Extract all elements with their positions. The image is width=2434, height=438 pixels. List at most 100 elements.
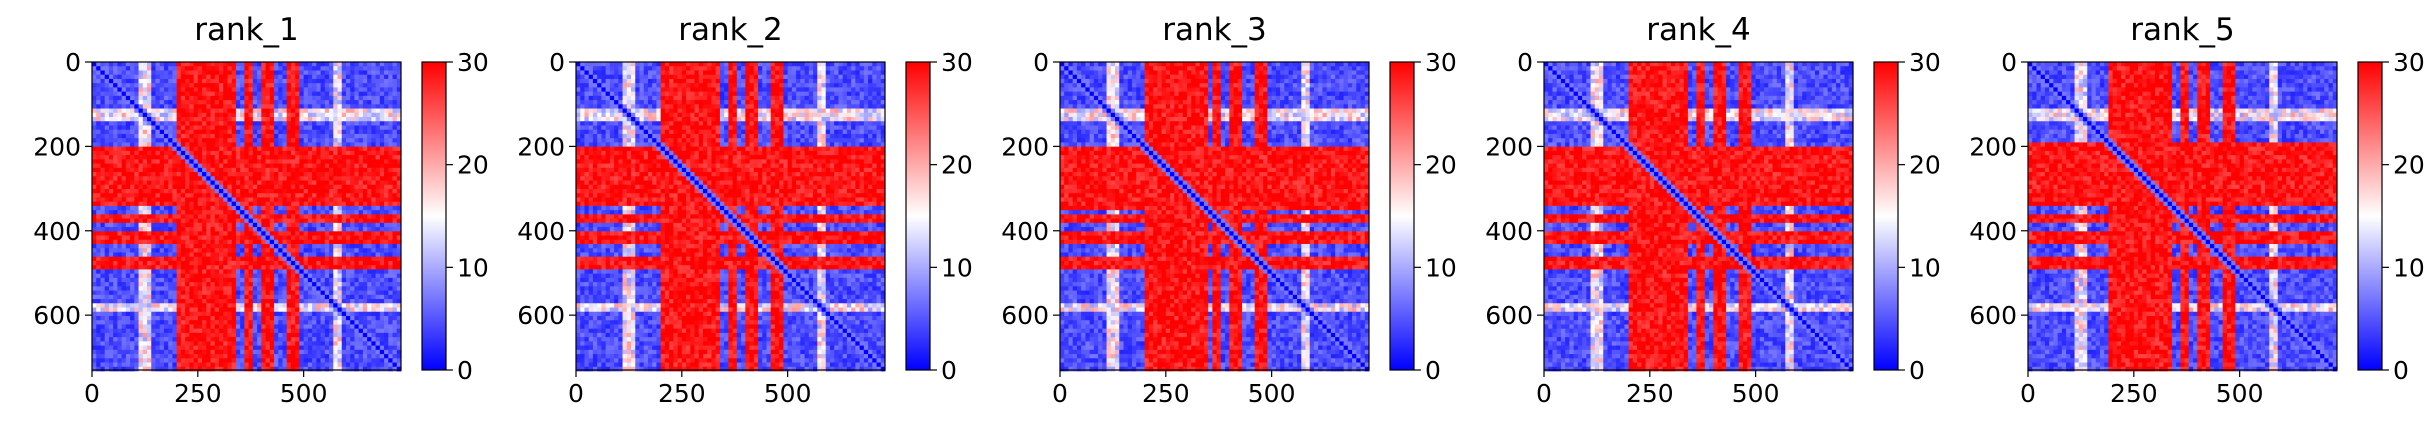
heatmap-cell bbox=[125, 252, 131, 258]
heatmap-cell bbox=[125, 328, 131, 334]
heatmap-cell bbox=[180, 91, 186, 97]
heatmap-cell bbox=[155, 74, 161, 80]
heatmap-cell bbox=[218, 290, 224, 296]
heatmap-cell bbox=[142, 299, 148, 304]
heatmap-cell bbox=[282, 87, 288, 93]
heatmap-cell bbox=[252, 74, 258, 80]
heatmap-cell bbox=[176, 239, 182, 245]
heatmap-cell bbox=[113, 328, 118, 334]
heatmap-cell bbox=[290, 78, 296, 84]
heatmap-cell bbox=[130, 252, 135, 258]
heatmap-cell bbox=[244, 222, 250, 228]
heatmap-cell bbox=[286, 210, 292, 215]
heatmap-cell bbox=[202, 320, 207, 325]
heatmap-cell bbox=[337, 286, 343, 291]
heatmap-cell bbox=[329, 150, 334, 156]
heatmap-cell bbox=[130, 311, 135, 317]
heatmap-cell bbox=[147, 172, 152, 177]
heatmap-cell bbox=[261, 239, 266, 245]
heatmap-cell bbox=[350, 108, 355, 114]
heatmap-cell bbox=[172, 201, 178, 207]
heatmap-cell bbox=[316, 265, 321, 270]
heatmap-cell bbox=[257, 315, 262, 321]
heatmap-cell bbox=[100, 269, 106, 275]
heatmap-cell bbox=[290, 277, 296, 283]
heatmap-cell bbox=[193, 146, 199, 152]
heatmap-cell bbox=[202, 163, 207, 169]
heatmap-cell bbox=[252, 83, 258, 88]
heatmap-cell bbox=[138, 256, 144, 262]
heatmap-cell bbox=[290, 125, 296, 131]
heatmap-cell bbox=[299, 150, 305, 156]
heatmap-cell bbox=[388, 299, 393, 304]
heatmap-cell bbox=[121, 290, 127, 296]
heatmap-cell bbox=[197, 155, 203, 160]
heatmap-cell bbox=[180, 227, 186, 232]
heatmap-cell bbox=[341, 87, 347, 93]
heatmap-cell bbox=[159, 337, 165, 342]
heatmap-cell bbox=[176, 222, 182, 228]
heatmap-cell bbox=[320, 62, 326, 67]
heatmap-cell bbox=[240, 193, 245, 198]
heatmap-cell bbox=[307, 108, 313, 114]
heatmap-cell bbox=[362, 100, 368, 105]
heatmap-cell bbox=[130, 214, 135, 220]
heatmap-cell bbox=[100, 155, 106, 160]
heatmap-cell bbox=[235, 188, 241, 194]
heatmap-cell bbox=[108, 167, 114, 173]
heatmap-cell bbox=[316, 244, 321, 249]
heatmap-cell bbox=[290, 121, 296, 126]
heatmap-cell bbox=[303, 117, 309, 122]
heatmap-cell bbox=[384, 62, 389, 67]
heatmap-cell bbox=[299, 239, 305, 245]
heatmap-cell bbox=[214, 303, 220, 308]
heatmap-cell bbox=[303, 172, 309, 177]
heatmap-cell bbox=[333, 167, 338, 173]
heatmap-cell bbox=[231, 108, 237, 114]
heatmap-cell bbox=[286, 91, 292, 97]
heatmap-cell bbox=[134, 83, 139, 88]
heatmap-cell bbox=[125, 142, 131, 148]
heatmap-cell bbox=[142, 87, 148, 93]
heatmap-cell bbox=[142, 214, 148, 220]
heatmap-cell bbox=[104, 307, 110, 313]
heatmap-cell bbox=[159, 138, 165, 143]
heatmap-cell bbox=[274, 341, 279, 346]
heatmap-cell bbox=[278, 303, 283, 308]
heatmap-cell bbox=[341, 299, 347, 304]
heatmap-cell bbox=[125, 70, 131, 76]
heatmap-cell bbox=[218, 205, 224, 211]
heatmap-cell bbox=[303, 252, 309, 258]
heatmap-cell bbox=[384, 180, 389, 186]
heatmap-cell bbox=[147, 193, 152, 198]
heatmap-cell bbox=[147, 62, 152, 67]
heatmap-cell bbox=[274, 222, 279, 228]
heatmap-cell bbox=[125, 231, 131, 236]
heatmap-cell bbox=[210, 210, 216, 215]
heatmap-cell bbox=[396, 332, 402, 338]
heatmap-cell bbox=[345, 62, 351, 67]
heatmap-cell bbox=[231, 214, 237, 220]
heatmap-cell bbox=[96, 320, 101, 325]
heatmap-cell bbox=[371, 117, 376, 122]
heatmap-cell bbox=[218, 311, 224, 317]
heatmap-cell bbox=[367, 146, 372, 152]
heatmap-cell bbox=[138, 201, 144, 207]
heatmap-cell bbox=[159, 307, 165, 313]
heatmap-cell bbox=[299, 117, 305, 122]
heatmap-cell bbox=[278, 286, 283, 291]
heatmap-cell bbox=[197, 100, 203, 105]
heatmap-cell bbox=[388, 163, 393, 169]
heatmap-cell bbox=[168, 286, 173, 291]
heatmap-cell bbox=[189, 104, 194, 109]
heatmap-cell bbox=[371, 248, 376, 253]
heatmap-cell bbox=[142, 332, 148, 338]
heatmap-cell bbox=[134, 117, 139, 122]
heatmap-cell bbox=[367, 269, 372, 275]
heatmap-cell bbox=[202, 133, 207, 139]
heatmap-cell bbox=[163, 184, 169, 190]
heatmap-cell bbox=[329, 172, 334, 177]
heatmap-cell bbox=[350, 299, 355, 304]
heatmap-cell bbox=[358, 133, 364, 139]
heatmap-cell bbox=[371, 273, 376, 279]
